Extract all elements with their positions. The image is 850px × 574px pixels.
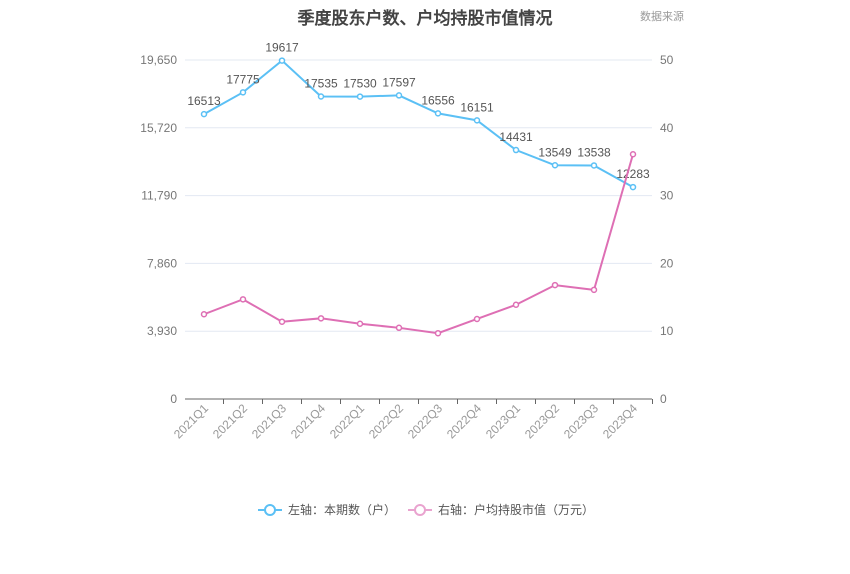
left-tick-label: 0 <box>170 392 177 406</box>
x-tick-label: 2023Q4 <box>600 401 640 441</box>
right-tick-label: 30 <box>660 189 674 203</box>
data-point <box>551 162 559 169</box>
right-tick-label: 0 <box>660 392 667 406</box>
data-label: 17535 <box>304 76 338 90</box>
x-tick-label: 2021Q4 <box>288 401 328 441</box>
data-point <box>317 93 325 100</box>
legend-item-left[interactable]: 左轴：本期数（户） <box>258 501 396 518</box>
right-tick-label: 20 <box>660 256 674 270</box>
x-tick-label: 2023Q1 <box>483 401 523 441</box>
data-point <box>278 318 286 325</box>
legend-circle-icon <box>258 503 282 516</box>
series-line-right <box>203 153 634 335</box>
legend-item-right[interactable]: 右轴：户均持股市值（万元） <box>408 501 594 518</box>
data-label: 17597 <box>382 75 416 89</box>
right-tick-label: 40 <box>660 121 674 135</box>
data-point <box>473 117 481 124</box>
data-label: 14431 <box>499 130 533 144</box>
x-tick-label: 2021Q1 <box>171 401 211 441</box>
data-point <box>395 324 403 332</box>
data-label: 17530 <box>343 77 377 91</box>
data-point <box>590 286 598 294</box>
left-tick-label: 15,720 <box>140 121 177 135</box>
data-point <box>239 89 247 96</box>
data-point <box>395 92 403 99</box>
data-point <box>356 93 364 100</box>
left-tick-label: 7,860 <box>147 256 177 270</box>
x-tick-label: 2021Q2 <box>210 401 250 441</box>
x-tick-label: 2021Q3 <box>249 401 289 441</box>
data-point <box>629 183 637 191</box>
data-label: 13538 <box>577 145 611 159</box>
data-point <box>434 110 442 117</box>
legend-circle-icon <box>408 503 432 516</box>
data-point <box>239 296 247 303</box>
x-tick-label: 2022Q3 <box>405 401 445 441</box>
data-point <box>278 57 286 64</box>
data-point <box>512 301 520 309</box>
right-tick-label: 50 <box>660 53 674 67</box>
x-tick-label: 2022Q4 <box>444 401 484 441</box>
data-point <box>473 315 481 323</box>
data-label: 16513 <box>187 94 221 108</box>
right-tick-label: 10 <box>660 324 674 338</box>
data-point <box>200 311 208 318</box>
data-point <box>356 320 364 327</box>
data-label: 12283 <box>616 167 650 181</box>
x-tick-label: 2022Q2 <box>366 401 406 441</box>
data-label: 17775 <box>226 72 260 86</box>
data-label: 16151 <box>460 100 494 114</box>
legend-label: 右轴：户均持股市值（万元） <box>438 503 595 517</box>
left-tick-label: 3,930 <box>147 324 177 338</box>
data-point <box>512 146 520 154</box>
data-label: 19617 <box>265 41 299 55</box>
data-point <box>551 281 559 289</box>
data-point <box>629 150 637 158</box>
data-point <box>317 315 325 322</box>
legend-label: 左轴：本期数（户） <box>288 503 397 517</box>
data-label: 13549 <box>538 145 572 159</box>
watermark: 数据来源 <box>640 11 684 23</box>
left-tick-label: 11,790 <box>141 189 177 203</box>
x-tick-label: 2023Q3 <box>561 401 601 441</box>
data-point <box>200 110 208 118</box>
x-tick-label: 2022Q1 <box>327 401 367 441</box>
x-tick-label: 2023Q2 <box>522 401 562 441</box>
data-point <box>590 162 598 169</box>
series-line-left <box>203 59 634 188</box>
chart-title: 季度股东户数、户均持股市值情况 <box>297 9 553 28</box>
data-label: 16556 <box>421 93 455 107</box>
data-point <box>434 329 442 337</box>
left-tick-label: 19,650 <box>140 53 177 67</box>
